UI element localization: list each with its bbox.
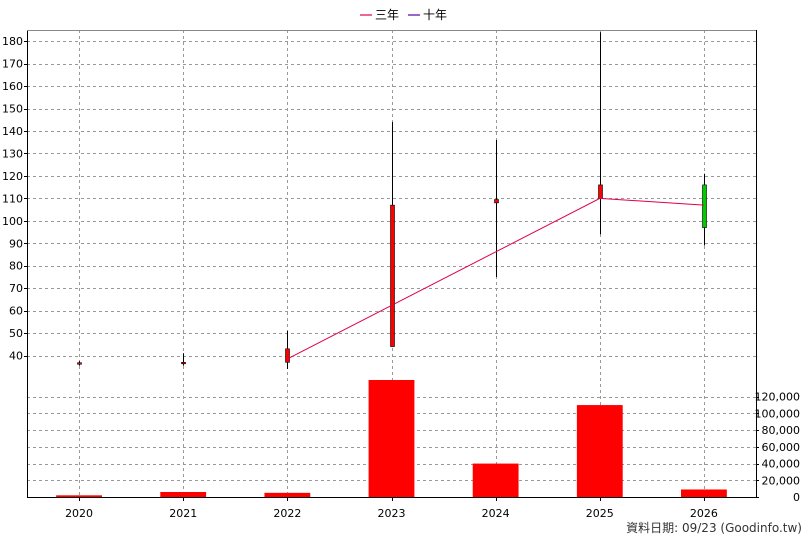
x-tick-label: 2020 (65, 507, 93, 520)
price-tick-label: 130 (2, 147, 23, 160)
x-tick-label: 2023 (378, 507, 406, 520)
x-tick-label: 2022 (273, 507, 301, 520)
legend-label: 三年 (375, 8, 399, 22)
candle-body (181, 361, 186, 365)
volume-tick-label: 40,000 (762, 458, 801, 471)
volume-bar (472, 463, 519, 497)
volume-tick-label: 100,000 (755, 407, 801, 420)
price-tick-label: 150 (2, 103, 23, 116)
candle-body (390, 204, 395, 347)
candle-body (494, 199, 499, 204)
price-tick-label: 90 (9, 237, 23, 250)
grid-lines (27, 30, 756, 497)
volume-tick-label: 60,000 (762, 441, 801, 454)
volume-tick-label: 120,000 (755, 391, 801, 404)
price-tick-label: 60 (9, 305, 23, 318)
price-tick-label: 80 (9, 260, 23, 273)
candle-body (702, 184, 707, 228)
legend: 三年 十年 (360, 8, 447, 22)
volume-bar (681, 489, 727, 497)
x-tick-label: 2025 (586, 507, 614, 520)
price-tick-label: 100 (2, 215, 23, 228)
volume-bar (264, 492, 311, 497)
volume-bar (160, 491, 207, 497)
price-tick-label: 40 (9, 350, 23, 363)
volume-bar (576, 405, 623, 497)
volume-axis-ticks: 0 20,000 40,000 60,000 80,000 100,000 120,000 (755, 391, 801, 504)
average-line (287, 197, 704, 360)
price-axis-ticks: 40 50 60 70 80 90 100 110 120 130 140 150 160 170 180 (2, 35, 27, 363)
candle-body (598, 184, 603, 199)
price-tick-label: 140 (2, 125, 23, 138)
price-tick-label: 120 (2, 170, 23, 183)
candles (77, 32, 707, 370)
x-tick-label: 2021 (169, 507, 197, 520)
x-tick-label: 2024 (482, 507, 510, 520)
legend-label: 十年 (423, 8, 447, 22)
volume-tick-label: 0 (793, 491, 800, 504)
plot-frame (27, 30, 757, 498)
price-tick-label: 160 (2, 80, 23, 93)
volume-bars (56, 380, 727, 497)
price-tick-label: 70 (9, 282, 23, 295)
price-tick-label: 170 (2, 58, 23, 71)
price-tick-label: 180 (2, 35, 23, 48)
volume-bar (368, 380, 415, 497)
x-axis-ticks: 2020 2021 2022 2023 2024 2025 2026 (65, 497, 718, 520)
price-tick-label: 50 (9, 327, 23, 340)
candle-body (77, 362, 82, 365)
volume-tick-label: 20,000 (762, 474, 801, 487)
data-date-footer: 資料日期: 09/23 (Goodinfo.tw) (626, 521, 802, 535)
volume-bar (56, 495, 102, 497)
volume-tick-label: 80,000 (762, 424, 801, 437)
x-tick-label: 2026 (690, 507, 718, 520)
candle-body (285, 348, 290, 363)
price-tick-label: 110 (2, 192, 23, 205)
average-lines (287, 197, 704, 360)
